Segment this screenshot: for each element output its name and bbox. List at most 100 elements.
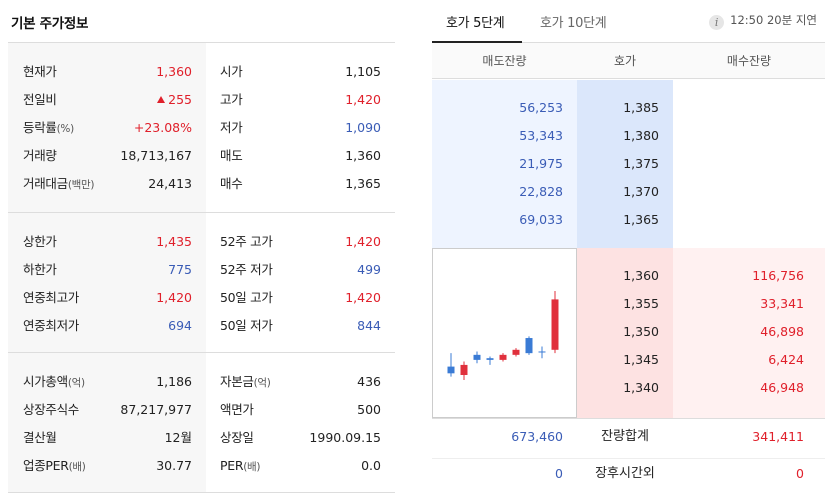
info-value-text: +23.08% bbox=[133, 120, 192, 135]
info-value: 18,713,167 bbox=[120, 142, 192, 170]
delay-text: 12:50 20분 지연 bbox=[730, 13, 817, 27]
info-label: 매수 bbox=[220, 170, 243, 199]
info-row: 업종PER(배) 30.77 PER(배) 0.0 bbox=[8, 452, 395, 480]
info-label-text: 상장일 bbox=[220, 430, 254, 445]
total-ask-qty: 673,460 bbox=[511, 429, 563, 444]
info-value: 24,413 bbox=[148, 170, 192, 198]
info-label: PER(배) bbox=[220, 452, 260, 481]
info-value: 1,435 bbox=[156, 228, 192, 256]
info-value: 12월 bbox=[165, 424, 192, 452]
info-value-text: 18,713,167 bbox=[120, 148, 192, 163]
info-label: 시가 bbox=[220, 58, 243, 87]
bid-qty[interactable]: 46,898 bbox=[760, 324, 804, 339]
info-label: 현재가 bbox=[23, 58, 57, 87]
divider bbox=[432, 418, 825, 419]
info-row: 거래량 18,713,167 매도 1,360 bbox=[8, 142, 395, 170]
bid-price[interactable]: 1,360 bbox=[623, 268, 659, 283]
ask-qty[interactable]: 53,343 bbox=[519, 128, 563, 143]
orderbook-header: 매도잔량 호가 매수잔량 bbox=[432, 43, 825, 79]
info-label: 등락률(%) bbox=[23, 114, 74, 143]
info-label: 거래대금(백만) bbox=[23, 170, 94, 199]
bid-price[interactable]: 1,345 bbox=[623, 352, 659, 367]
bid-price[interactable]: 1,340 bbox=[623, 380, 659, 395]
candle bbox=[473, 351, 481, 364]
info-label-text: 매도 bbox=[220, 148, 243, 163]
mini-candle-chart bbox=[432, 248, 577, 418]
info-label-text: 52주 고가 bbox=[220, 234, 273, 249]
info-value: 694 bbox=[168, 312, 192, 340]
bid-price[interactable]: 1,355 bbox=[623, 296, 659, 311]
info-value-text: 87,217,977 bbox=[120, 402, 192, 417]
company-info-section: 시가총액(억) 1,186 자본금(억) 436 상장주식수 87,217,977 액면가 5… bbox=[8, 353, 395, 492]
bid-qty[interactable]: 116,756 bbox=[752, 268, 804, 283]
info-label-text: 연중최고가 bbox=[23, 290, 80, 305]
info-label-text: 시가총액 bbox=[23, 374, 68, 389]
ask-qty-header: 매도잔량 bbox=[482, 54, 527, 68]
candle bbox=[538, 346, 546, 359]
info-label-text: 전일비 bbox=[23, 92, 57, 107]
info-label-text: 시가 bbox=[220, 64, 243, 79]
info-label: 50일 고가 bbox=[220, 284, 273, 313]
candle bbox=[525, 336, 533, 355]
bid-qty[interactable]: 46,948 bbox=[760, 380, 804, 395]
bid-qty[interactable]: 33,341 bbox=[760, 296, 804, 311]
info-row: 연중최고가 1,420 50일 고가 1,420 bbox=[8, 284, 395, 312]
info-icon[interactable]: i bbox=[709, 15, 725, 30]
info-label: 연중최고가 bbox=[23, 284, 79, 313]
info-label-text: 연중최저가 bbox=[23, 318, 80, 333]
ask-qty[interactable]: 69,033 bbox=[519, 212, 563, 227]
after-hours-bid-qty: 0 bbox=[796, 466, 804, 481]
ask-price[interactable]: 1,365 bbox=[623, 212, 659, 227]
ask-area bbox=[432, 80, 577, 248]
divider bbox=[8, 352, 395, 353]
info-label-text: 거래대금 bbox=[23, 176, 68, 191]
bid-price[interactable]: 1,350 bbox=[623, 324, 659, 339]
info-row: 상장주식수 87,217,977 액면가 500 bbox=[8, 396, 395, 424]
info-value-text: 12월 bbox=[164, 430, 192, 445]
info-label-unit: (배) bbox=[243, 461, 261, 473]
info-value: 1,360 bbox=[156, 58, 192, 86]
divider bbox=[8, 492, 395, 493]
info-value: 1,090 bbox=[345, 120, 381, 135]
tab-orderbook-10[interactable]: 호가 10단계 bbox=[540, 16, 607, 31]
ask-price[interactable]: 1,370 bbox=[623, 184, 659, 199]
ask-qty[interactable]: 21,975 bbox=[519, 156, 563, 171]
info-label-text: 저가 bbox=[220, 120, 243, 135]
info-label-text: 등락률 bbox=[23, 120, 57, 135]
info-label-text: 액면가 bbox=[220, 402, 254, 417]
divider bbox=[432, 458, 825, 459]
info-row: 현재가 1,360 시가 1,105 bbox=[8, 58, 395, 86]
info-value: 844 bbox=[357, 318, 381, 333]
info-label: 매도 bbox=[220, 142, 243, 171]
info-value-text: 24,413 bbox=[148, 176, 192, 191]
info-label-text: 50일 저가 bbox=[220, 318, 273, 333]
ask-qty[interactable]: 22,828 bbox=[519, 184, 563, 199]
candle-chart-svg bbox=[447, 291, 559, 381]
ask-price[interactable]: 1,385 bbox=[623, 100, 659, 115]
range-info-section: 상한가 1,435 52주 고가 1,420 하한가 775 52주 저가 499 연중최고가 1… bbox=[8, 213, 395, 352]
ask-price[interactable]: 1,380 bbox=[623, 128, 659, 143]
info-label: 전일비 bbox=[23, 86, 57, 115]
info-value-text: 1,360 bbox=[156, 64, 192, 79]
info-label-text: 매수 bbox=[220, 176, 243, 191]
info-value: 87,217,977 bbox=[120, 396, 192, 424]
info-label: 자본금(억) bbox=[220, 368, 271, 397]
delay-notice: i 12:50 20분 지연 bbox=[709, 12, 817, 30]
info-value-text: 694 bbox=[168, 318, 192, 333]
info-value-text: 1,435 bbox=[156, 234, 192, 249]
bid-qty[interactable]: 6,424 bbox=[768, 352, 804, 367]
info-value: 775 bbox=[168, 256, 192, 284]
info-value: 436 bbox=[357, 374, 381, 389]
info-label-text: 자본금 bbox=[220, 374, 254, 389]
info-label: 연중최저가 bbox=[23, 312, 79, 341]
info-label-text: 상한가 bbox=[23, 234, 57, 249]
candle bbox=[447, 353, 455, 377]
info-value: 0.0 bbox=[361, 458, 381, 473]
ask-price[interactable]: 1,375 bbox=[623, 156, 659, 171]
info-value: 500 bbox=[357, 402, 381, 417]
info-value: 1,420 bbox=[345, 234, 381, 249]
ask-qty[interactable]: 56,253 bbox=[519, 100, 563, 115]
tab-orderbook-5[interactable]: 호가 5단계 bbox=[446, 16, 505, 31]
tab-divider bbox=[432, 42, 825, 43]
info-value: 499 bbox=[357, 262, 381, 277]
